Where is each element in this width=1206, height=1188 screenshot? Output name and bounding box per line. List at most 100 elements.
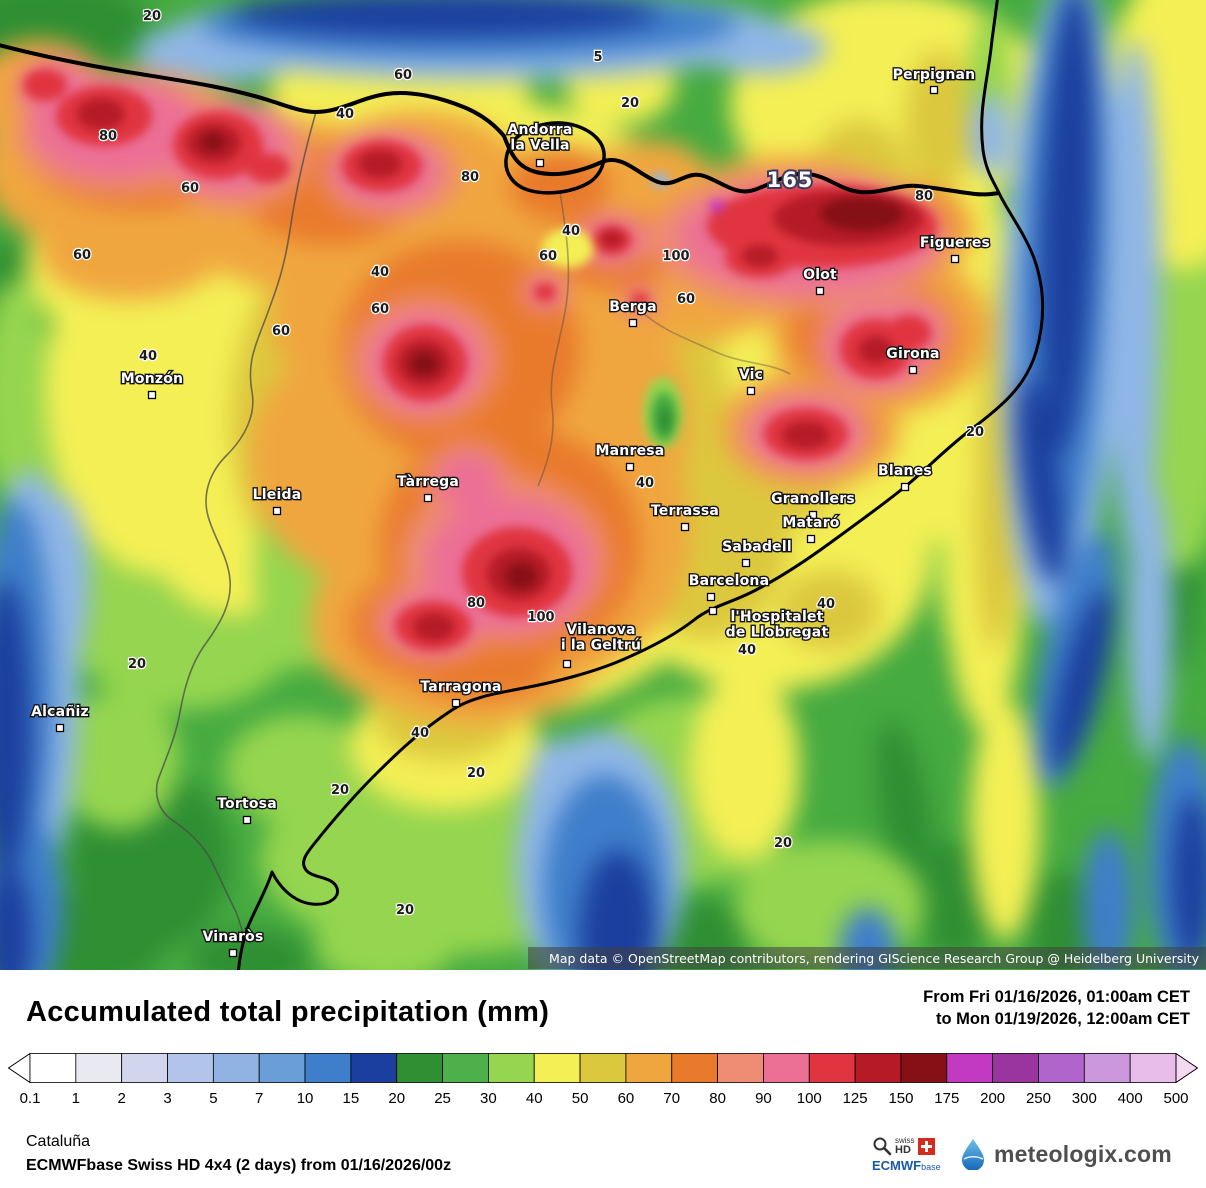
city-label: Alcañiz xyxy=(31,704,89,720)
scale-cell xyxy=(992,1053,1039,1083)
city-label: Andorra xyxy=(507,122,572,138)
contour-label: 60 xyxy=(677,292,695,307)
city-label: Tortosa xyxy=(217,796,277,812)
contour-label: 20 xyxy=(966,425,984,440)
city-marker xyxy=(680,522,690,532)
city-label: Sabadell xyxy=(722,539,792,555)
city-marker xyxy=(815,286,825,296)
scale-cell xyxy=(1038,1053,1085,1083)
meteologix-logo[interactable]: meteologix.com xyxy=(958,1138,1172,1170)
contour-label: 40 xyxy=(562,224,580,239)
contour-label: 60 xyxy=(73,248,91,263)
contour-label: 20 xyxy=(467,766,485,781)
scale-cell xyxy=(579,1053,627,1083)
city-marker xyxy=(908,365,918,375)
scale-underflow-arrow xyxy=(7,1052,31,1084)
scale-cell xyxy=(854,1053,902,1083)
scale-tick: 80 xyxy=(709,1090,726,1107)
contour-label: 40 xyxy=(371,265,389,280)
scale-tick: 150 xyxy=(888,1090,914,1107)
andorra-border xyxy=(504,121,606,195)
max-value-text: 165 xyxy=(767,168,814,192)
scale-cell xyxy=(75,1053,123,1083)
scale-tick-labels: 0.1 1 2 3 5 7 10 15 20 25 30 40 50 60 70 80 90 100 125 150 1… xyxy=(0,1090,1206,1110)
scale-tick: 175 xyxy=(934,1090,960,1107)
city-marker xyxy=(746,386,756,396)
scale-tick: 2 xyxy=(117,1090,126,1107)
city-marker xyxy=(451,698,461,708)
scale-cell xyxy=(1083,1053,1131,1083)
national-border xyxy=(0,43,1000,197)
scale-tick: 500 xyxy=(1163,1090,1189,1107)
hd-label: HD xyxy=(895,1143,911,1156)
city-label: Tarragona xyxy=(420,679,501,695)
period-to: to Mon 01/19/2026, 12:00am CET xyxy=(935,1010,1190,1028)
scale-cell xyxy=(900,1053,948,1083)
city-marker xyxy=(900,482,910,492)
city-marker xyxy=(55,723,65,733)
city-marker xyxy=(242,815,252,825)
city-label: Barcelona xyxy=(689,573,769,589)
city-label: la Vella xyxy=(510,138,569,154)
contour-label: 20 xyxy=(128,657,146,672)
contour-label: 60 xyxy=(272,324,290,339)
city-marker xyxy=(535,158,545,168)
scale-tick: 5 xyxy=(209,1090,218,1107)
precip-field: 20 60 40 80 5 20 60 80 60 40 60 100 80 60 60 60 40 40 20 40… xyxy=(0,0,1206,970)
contour-label: 60 xyxy=(371,302,389,317)
precipitation-map[interactable]: 20 60 40 80 5 20 60 80 60 40 60 100 80 60 60 60 40 40 20 40… xyxy=(0,0,1206,970)
contour-label: 40 xyxy=(411,726,429,741)
contour-label: 20 xyxy=(621,96,639,111)
scale-tick: 0.1 xyxy=(19,1090,41,1107)
city-label: de Llobregat xyxy=(726,625,829,641)
scale-cell xyxy=(350,1053,398,1083)
scale-cell xyxy=(121,1053,168,1083)
scale-tick: 30 xyxy=(480,1090,497,1107)
model-run-label: ECMWFbase Swiss HD 4x4 (2 days) from 01/… xyxy=(26,1157,452,1174)
scale-tick: 250 xyxy=(1025,1090,1051,1107)
scale-tick: 400 xyxy=(1117,1090,1143,1107)
contour-label: 40 xyxy=(636,476,654,491)
city-marker xyxy=(806,534,816,544)
valid-period: From Fri 01/16/2026, 01:00am CET to Mon … xyxy=(923,986,1190,1030)
scale-tick: 20 xyxy=(388,1090,406,1107)
city-marker xyxy=(708,606,718,616)
city-marker xyxy=(741,558,751,568)
contour-label: 40 xyxy=(817,597,835,612)
scale-cell xyxy=(717,1053,764,1083)
contour-label: 20 xyxy=(143,9,161,24)
city-label: Vinaròs xyxy=(202,929,263,945)
scale-tick: 15 xyxy=(342,1090,360,1107)
scale-cell xyxy=(533,1053,581,1083)
scale-tick: 7 xyxy=(255,1090,264,1107)
scale-cell xyxy=(763,1053,810,1083)
city-label: Tàrrega xyxy=(397,474,459,490)
scale-tick: 300 xyxy=(1071,1090,1097,1107)
map-attribution: Map data © OpenStreetMap contributors, r… xyxy=(549,951,1200,966)
magnifier-icon xyxy=(873,1137,892,1156)
city-marker xyxy=(147,390,157,400)
contour-label: 60 xyxy=(181,181,199,196)
swiss-flag-icon xyxy=(917,1137,935,1155)
city-marker xyxy=(228,948,238,958)
city-marker xyxy=(423,493,433,503)
scale-tick: 200 xyxy=(980,1090,1006,1107)
city-label: Vic xyxy=(739,367,763,383)
scale-cell xyxy=(671,1053,719,1083)
scale-cell xyxy=(396,1053,443,1083)
scale-tick: 3 xyxy=(163,1090,172,1107)
legend-panel: Accumulated total precipitation (mm) Fro… xyxy=(0,970,1206,1188)
scale-tick: 100 xyxy=(796,1090,822,1107)
city-marker xyxy=(950,254,960,264)
city-label: l'Hospitalet xyxy=(730,609,823,625)
scale-tick: 70 xyxy=(663,1090,681,1107)
region-label: Cataluña xyxy=(26,1133,91,1150)
scale-tick: 60 xyxy=(617,1090,635,1107)
scale-cell xyxy=(946,1053,994,1083)
coastline xyxy=(236,0,1044,970)
city-label: Manresa xyxy=(596,443,665,459)
scale-tick: 25 xyxy=(434,1090,451,1107)
legend-title: Accumulated total precipitation (mm) xyxy=(26,996,550,1028)
contour-label: 20 xyxy=(774,836,792,851)
